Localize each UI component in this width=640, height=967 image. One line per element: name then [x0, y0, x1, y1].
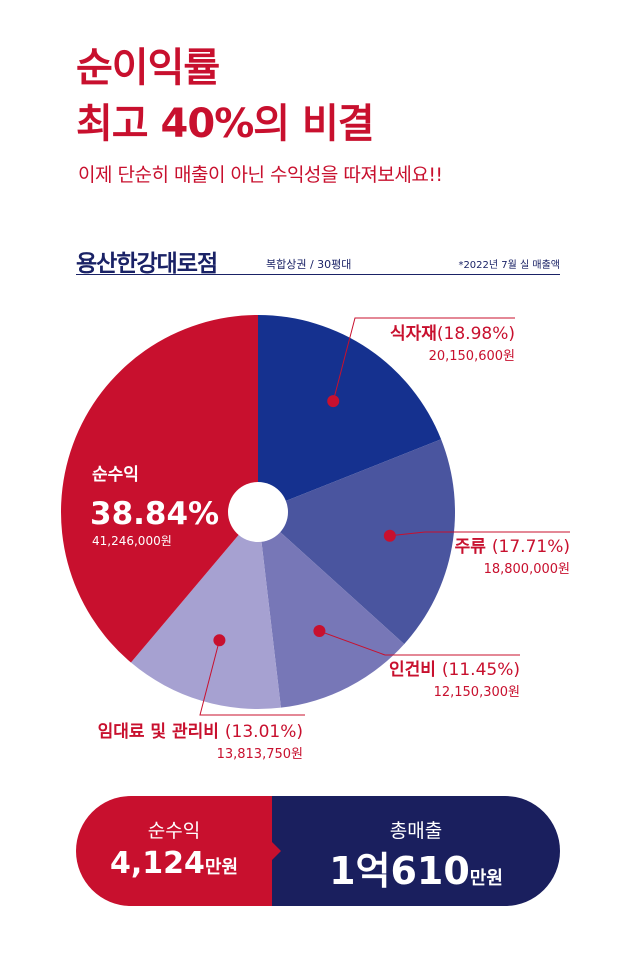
store-meta: 복합상권 / 30평대 [266, 258, 352, 271]
leader-line [199, 640, 305, 716]
store-header: 용산한강대로점 복합상권 / 30평대 *2022년 7월 실 매출액 [76, 244, 560, 277]
leader-line [389, 531, 570, 537]
leader-dot [327, 395, 340, 408]
headline: 순이익률 최고 40%의 비결 [76, 40, 375, 152]
net-profit-label: 순수익 [147, 820, 201, 842]
summary-pill: 순수익 4,124만원 총매출 1억610만원 [76, 796, 560, 906]
slice-label-주류: 주류 (17.71%) [455, 537, 570, 557]
pie-slice-순수익 [61, 315, 259, 663]
total-sales-panel: 총매출 1억610만원 [272, 796, 560, 906]
pie-slice-인건비 [258, 512, 405, 708]
sales-period-note: *2022년 7월 실 매출액 [458, 260, 560, 271]
slice-name: 인건비 [389, 660, 436, 680]
leader-dot [213, 634, 226, 647]
total-sales-unit: 만원 [469, 868, 503, 889]
headline-line-1: 순이익률 [76, 45, 220, 91]
slice-label-인건비: 인건비 (11.45%) [389, 660, 520, 680]
slice-amount: 13,813,750원 [217, 747, 303, 762]
slice-amount: 20,150,600원 [429, 349, 515, 364]
expense-pie-chart: 식자재(18.98%) 20,150,600원 주류 (17.71%) 18,80… [61, 315, 570, 762]
donut-hole [228, 482, 288, 542]
net-profit-value: 4,124만원 [76, 846, 272, 881]
pie-slice-임대료 및 관리비 [130, 512, 281, 709]
net-profit-panel: 순수익 4,124만원 [76, 796, 272, 906]
slice-name: 식자재 [390, 324, 437, 344]
headline-line-2: 최고 40%의 비결 [76, 101, 375, 147]
slice-name: 임대료 및 관리비 [98, 721, 219, 742]
leader-line [319, 630, 520, 656]
total-sales-value: 1억610만원 [272, 840, 560, 895]
profit-slice-percent: 38.84% [90, 496, 219, 532]
pie-slice-식자재 [258, 315, 442, 512]
slice-label-임대료: 임대료 및 관리비 (13.01%) [98, 721, 303, 742]
slice-amount: 12,150,300원 [434, 685, 520, 700]
profit-slice-amount: 41,246,000원 [92, 534, 172, 548]
leader-line [332, 317, 515, 402]
slice-percent: (13.01%) [225, 722, 303, 742]
leader-dot [313, 625, 326, 638]
pie-slice-주류 [258, 439, 456, 645]
slice-percent: (18.98%) [437, 324, 515, 344]
store-name: 용산한강대로점 [76, 251, 218, 277]
slice-amount: 18,800,000원 [484, 562, 570, 577]
slice-percent: (11.45%) [442, 660, 520, 680]
total-sales-label: 총매출 [389, 820, 443, 842]
total-sales-number: 1억610 [329, 849, 470, 893]
slice-name: 주류 [455, 537, 487, 557]
net-profit-number: 4,124 [109, 846, 205, 881]
slice-label-식자재: 식자재(18.98%) [390, 324, 515, 344]
slice-percent: (17.71%) [492, 537, 570, 557]
net-profit-unit: 만원 [204, 857, 239, 878]
profit-slice-name: 순수익 [92, 465, 139, 485]
panel-arrow-icon [272, 842, 281, 860]
leader-dot [383, 529, 396, 542]
subheadline: 이제 단순히 매출이 아닌 수익성을 따져보세요!! [78, 164, 443, 186]
